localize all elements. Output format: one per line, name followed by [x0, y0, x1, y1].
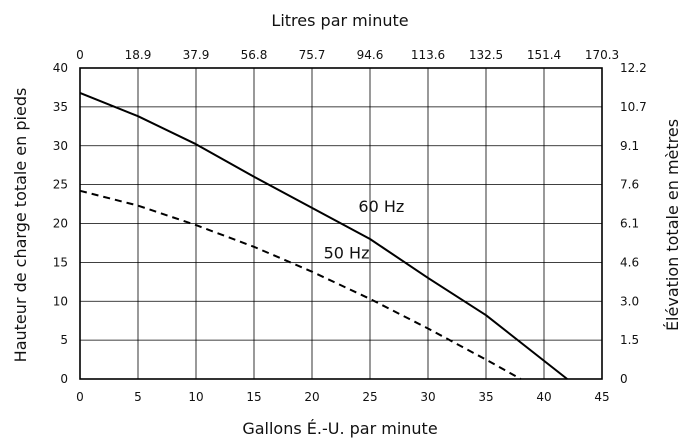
right-tick-label: 1.5: [620, 333, 639, 347]
y-tick-label: 0: [60, 372, 68, 386]
top-tick-label: 0: [76, 48, 84, 62]
series-layer: [79, 91, 568, 380]
top-tick-label: 56.8: [241, 48, 268, 62]
right-tick-label: 7.6: [620, 178, 639, 192]
series-label-50-hz: 50 Hz: [324, 243, 370, 262]
top-tick-label: 75.7: [299, 48, 326, 62]
y-tick-label: 30: [53, 139, 68, 153]
y-tick-label: 20: [53, 217, 68, 231]
x-tick-label: 25: [362, 390, 377, 404]
right-tick-label: 3.0: [620, 294, 639, 308]
top-tick-label: 94.6: [357, 48, 384, 62]
x-tick-label: 10: [188, 390, 203, 404]
x-axis-title: Gallons É.-U. par minute: [242, 419, 437, 438]
top-tick-label: 37.9: [183, 48, 210, 62]
y-tick-label: 40: [53, 61, 68, 75]
right-tick-label: 12.2: [620, 61, 647, 75]
grid: [80, 68, 602, 379]
x-tick-label: 30: [420, 390, 435, 404]
y-tick-label: 35: [53, 100, 68, 114]
x-tick-label: 15: [246, 390, 261, 404]
x-tick-label: 5: [134, 390, 142, 404]
series-line-50-hz: [79, 189, 522, 380]
right-axis-title: Élévation totale en mètres: [663, 119, 682, 331]
top-tick-label: 113.6: [411, 48, 445, 62]
y-tick-label: 25: [53, 178, 68, 192]
right-tick-label: 6.1: [620, 217, 639, 231]
x-tick-label: 40: [536, 390, 551, 404]
x-tick-label: 45: [594, 390, 609, 404]
series-labels: 60 Hz 50 Hz: [324, 197, 405, 263]
top-tick-label: 151.4: [527, 48, 561, 62]
top-tick-label: 132.5: [469, 48, 503, 62]
y-tick-label: 5: [60, 333, 68, 347]
x-tick-label: 35: [478, 390, 493, 404]
right-tick-label: 4.6: [620, 255, 639, 269]
y-tick-label: 15: [53, 255, 68, 269]
x-tick-label: 20: [304, 390, 319, 404]
right-tick-label: 10.7: [620, 100, 647, 114]
plot-frame: [79, 67, 603, 380]
y-tick-label: 10: [53, 294, 68, 308]
right-tick-label: 9.1: [620, 139, 639, 153]
top-tick-label: 170.3: [585, 48, 619, 62]
top-tick-label: 18.9: [125, 48, 152, 62]
y-axis-title: Hauteur de charge totale en pieds: [11, 88, 30, 363]
x-tick-label: 0: [76, 390, 84, 404]
top-axis-title: Litres par minute: [271, 11, 408, 30]
tick-labels: 0 5 10 15 20 25 30 35 40 45 0 18.9 37.9 56.8 75.7 94.6 1…: [53, 48, 647, 404]
right-tick-label: 0: [620, 372, 628, 386]
series-line-60-hz: [79, 91, 568, 380]
series-label-60-hz: 60 Hz: [358, 197, 404, 216]
